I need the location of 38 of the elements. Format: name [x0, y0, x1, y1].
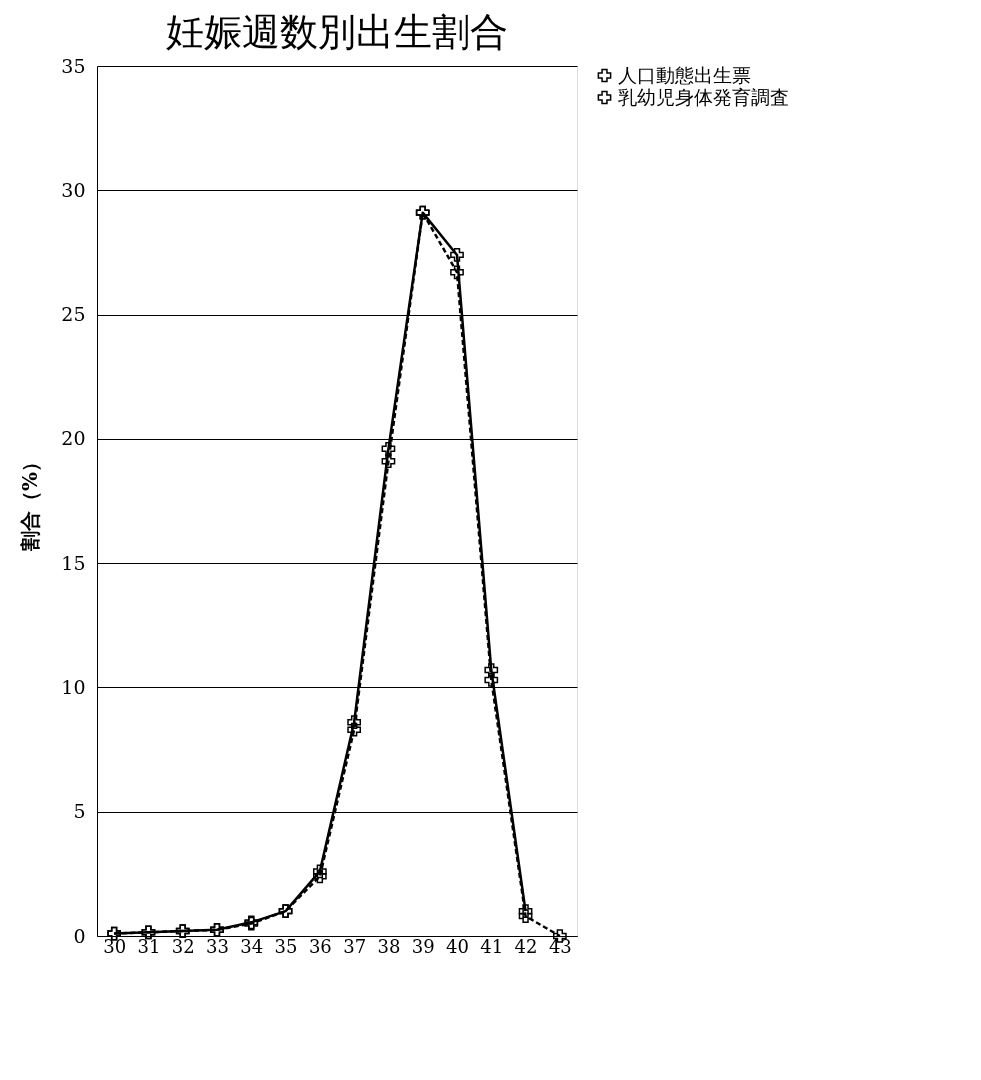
point: [518, 909, 533, 923]
chart-title: 妊娠週数別出生割合: [166, 10, 508, 54]
point: [312, 869, 327, 884]
x-tick-label: 32: [171, 935, 195, 957]
point: [450, 248, 464, 262]
x-tick-label: 43: [548, 935, 572, 957]
x-tick-label: 33: [206, 935, 229, 957]
x-tick-label: 37: [343, 935, 367, 957]
y-tick-label: 10: [61, 675, 86, 698]
legend-label: 乳幼児身体発育調査: [618, 85, 789, 108]
x-tick-label: 31: [137, 935, 161, 957]
point: [381, 454, 396, 469]
y-tick-label: 15: [61, 551, 86, 574]
point: [381, 441, 396, 456]
point: [484, 663, 499, 677]
point: [450, 265, 464, 280]
legend-label: 人口動態出生票: [618, 63, 751, 86]
x-tick-label: 39: [411, 935, 435, 957]
x-tick-label: 40: [446, 935, 469, 957]
y-tick-label: 25: [61, 303, 86, 326]
y-tick-label: 0: [73, 924, 86, 947]
point: [347, 722, 362, 737]
y-tick-label: 35: [61, 54, 86, 77]
point: [484, 673, 499, 687]
point: [347, 715, 362, 730]
y-tick-label: 30: [61, 178, 86, 201]
point: [518, 904, 533, 919]
point: [312, 864, 327, 879]
x-tick-label: 30: [103, 935, 127, 957]
x-tick-label: 34: [240, 935, 264, 957]
x-tick-label: 38: [377, 935, 401, 957]
x-tick-label: 35: [274, 935, 298, 957]
x-tick-label: 42: [514, 935, 538, 957]
y-axis-title: 割合（%）: [18, 451, 43, 553]
y-tick-label: 20: [61, 427, 86, 450]
x-tick-label: 36: [308, 935, 332, 957]
y-tick-label: 5: [73, 800, 86, 823]
x-tick-label: 41: [480, 935, 504, 957]
